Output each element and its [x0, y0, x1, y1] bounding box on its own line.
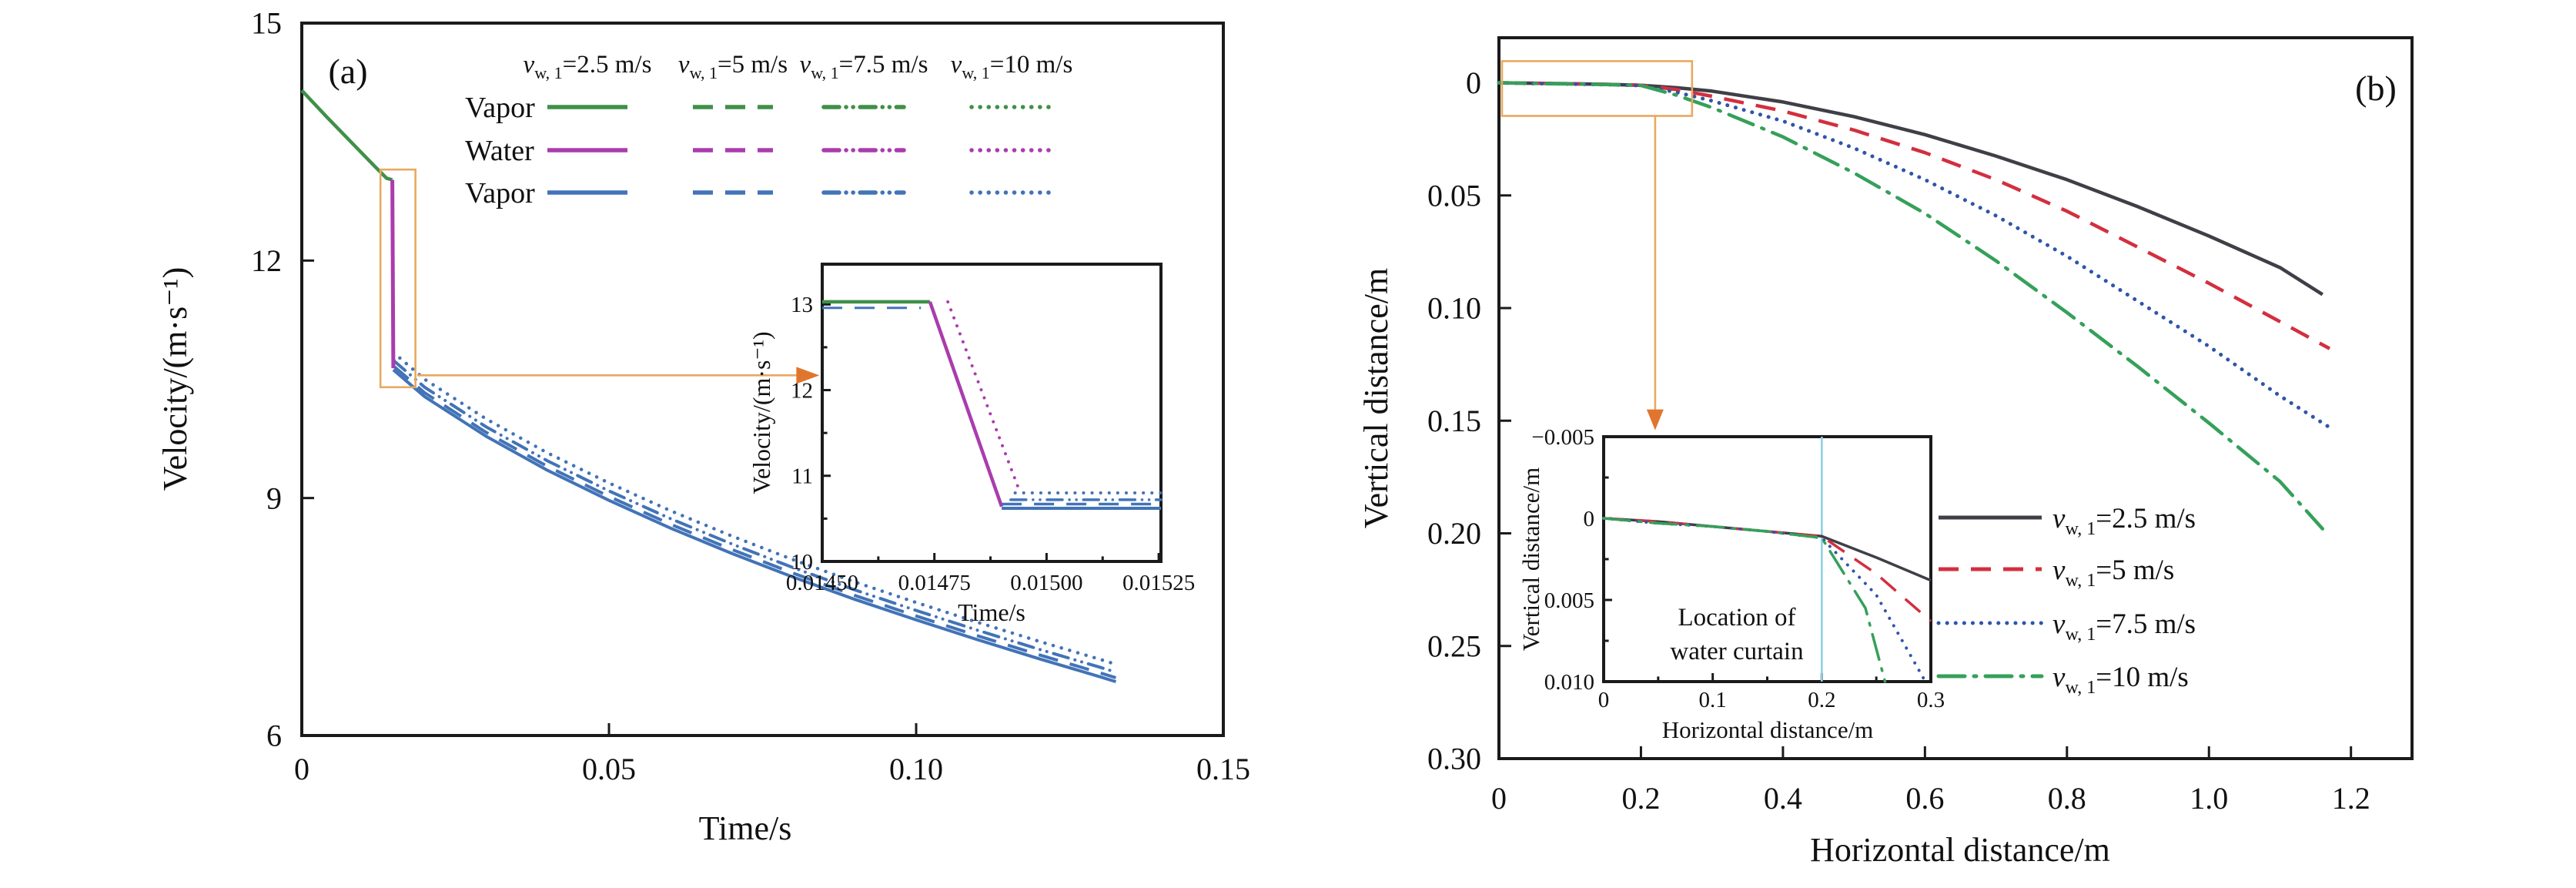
curve-vapor-cooled-7.5	[391, 358, 1118, 674]
x-tick-label: 0.8	[2048, 781, 2086, 816]
x-tick-label: 0.3	[1917, 688, 1945, 712]
curve-inset-water-drop-dotted	[946, 300, 1022, 493]
x-axis-title: Horizontal distance/m	[1810, 831, 2110, 869]
axes-frame	[300, 22, 1225, 737]
curve-trajectory-7.5	[1497, 81, 2332, 430]
curve-trajectory-2.5	[1498, 81, 2324, 297]
legend-row-label: Vapor	[465, 177, 535, 209]
y-tick-label: 12	[791, 378, 813, 403]
panel-a-label: (a)	[328, 52, 367, 91]
inset-a: 0.01450 0.01475 0.01500 0.01525 10 11 12 13 Time…	[748, 263, 1195, 626]
y-tick-label: 12	[251, 243, 282, 278]
legend-entry-label: vw, 1=2.5 m/s	[2052, 503, 2196, 539]
y-tick-label: 0.010	[1544, 670, 1594, 695]
water-curtain-note: Location of	[1678, 604, 1795, 632]
y-tick-label: 0.005	[1544, 588, 1594, 613]
curve-inset-trajectory-10	[1602, 517, 1887, 683]
legend-column-header: vw, 1=2.5 m/s	[524, 51, 652, 82]
x-tick-label: 0.1	[1699, 688, 1727, 712]
y-tick-label: 0.10	[1427, 291, 1481, 326]
curve-trajectory-10	[1497, 81, 2325, 531]
y-tick-label: 0.30	[1427, 742, 1481, 776]
inset-y-axis-title: Vertical distance/m	[1517, 467, 1544, 651]
x-tick-label: 0.10	[889, 752, 943, 786]
legend-entry-label: vw, 1=5 m/s	[2052, 555, 2174, 591]
legend-column-header: vw, 1=7.5 m/s	[800, 51, 928, 82]
curve-inset-trajectory-2.5	[1603, 517, 1932, 582]
y-tick-label: 0.15	[1427, 404, 1481, 438]
y-tick-label: 10	[791, 550, 813, 575]
curve-inset-water-drop	[928, 301, 1004, 508]
inset-y-axis-title: Velocity/(m·s⁻¹)	[748, 331, 775, 494]
inset-x-axis-title: Time/s	[958, 598, 1025, 626]
panel-a: 0 0.05 0.10 0.15 6 9 12 15 Time/s Velocity/(m·s⁻¹…	[156, 6, 1250, 847]
panel-b: 0 0.2 0.4 0.6 0.8 1.0 1.200.050.100.150.200.25…	[1357, 36, 2414, 869]
y-tick-label: 9	[266, 481, 282, 515]
y-tick-label: 0.25	[1427, 628, 1481, 663]
axes-frame	[1497, 36, 2414, 760]
curve-vapor-initial	[300, 89, 393, 182]
legend-column-header: vw, 1=10 m/s	[951, 51, 1073, 82]
x-tick-label: 0.01475	[898, 571, 971, 595]
x-tick-label: 0.01500	[1010, 571, 1082, 595]
x-tick-label: 0.6	[1905, 781, 1944, 816]
legend-row-label: Water	[465, 135, 534, 167]
x-tick-label: 0	[1491, 781, 1507, 816]
legend-entry-label: vw, 1=10 m/s	[2052, 662, 2189, 698]
x-tick-label: 0	[1598, 688, 1610, 712]
x-tick-label: 0.15	[1196, 752, 1250, 786]
y-tick-label: −0.005	[1531, 425, 1594, 450]
x-tick-label: 0.01525	[1122, 571, 1195, 595]
zoom-region-box	[379, 168, 417, 389]
zoom-region-box	[1500, 60, 1694, 117]
inset-b: 0 0.1 0.2 0.3 −0.005 0 0.005 0.010 Horizontal di…	[1517, 425, 1945, 743]
curve-vapor-cooled-2.5	[392, 368, 1116, 684]
x-tick-label: 0.2	[1621, 781, 1660, 816]
legend-column-header: vw, 1=5 m/s	[678, 51, 788, 82]
legend-a: vw, 1=2.5 m/s vw, 1=5 m/s vw, 1=7.5 m/s vw,…	[465, 51, 1072, 209]
y-tick-label: 15	[251, 6, 282, 41]
x-tick-label: 1.0	[2190, 781, 2228, 816]
legend-entry-label: vw, 1=7.5 m/s	[2052, 608, 2196, 645]
y-tick-label: 11	[791, 464, 813, 489]
x-tick-label: 1.2	[2332, 781, 2370, 816]
y-axis-title: Vertical distance/m	[1357, 268, 1395, 528]
zoom-arrow-icon	[1646, 409, 1664, 431]
x-axis-title: Time/s	[699, 809, 792, 847]
y-tick-label: 0.05	[1427, 178, 1481, 213]
x-tick-label: 0.01450	[786, 571, 858, 595]
curve-inset-trajectory-7.5	[1602, 517, 1927, 683]
inset-x-axis-title: Horizontal distance/m	[1662, 716, 1874, 743]
y-tick-label: 13	[791, 293, 813, 317]
curve-trajectory-5	[1498, 81, 2331, 350]
zoom-arrow-icon	[796, 367, 820, 384]
water-curtain-note: water curtain	[1670, 638, 1803, 665]
x-tick-label: 0.05	[582, 752, 636, 786]
y-tick-label: 6	[266, 719, 282, 753]
curve-vapor-cooled-10	[391, 350, 1118, 666]
x-tick-label: 0.4	[1764, 781, 1802, 816]
y-tick-label: 0.20	[1427, 516, 1481, 551]
x-tick-label: 0.2	[1808, 688, 1835, 712]
y-tick-label: 0	[1466, 65, 1481, 100]
y-axis-title: Velocity/(m·s⁻¹)	[156, 267, 194, 491]
legend-row-label: Vapor	[465, 92, 535, 124]
legend-b: vw, 1=2.5 m/s vw, 1=5 m/s vw, 1=7.5 m/s vw,…	[1936, 503, 2196, 698]
x-tick-label: 0	[294, 752, 309, 786]
y-tick-label: 0	[1584, 507, 1595, 531]
panel-b-label: (b)	[2355, 69, 2397, 108]
